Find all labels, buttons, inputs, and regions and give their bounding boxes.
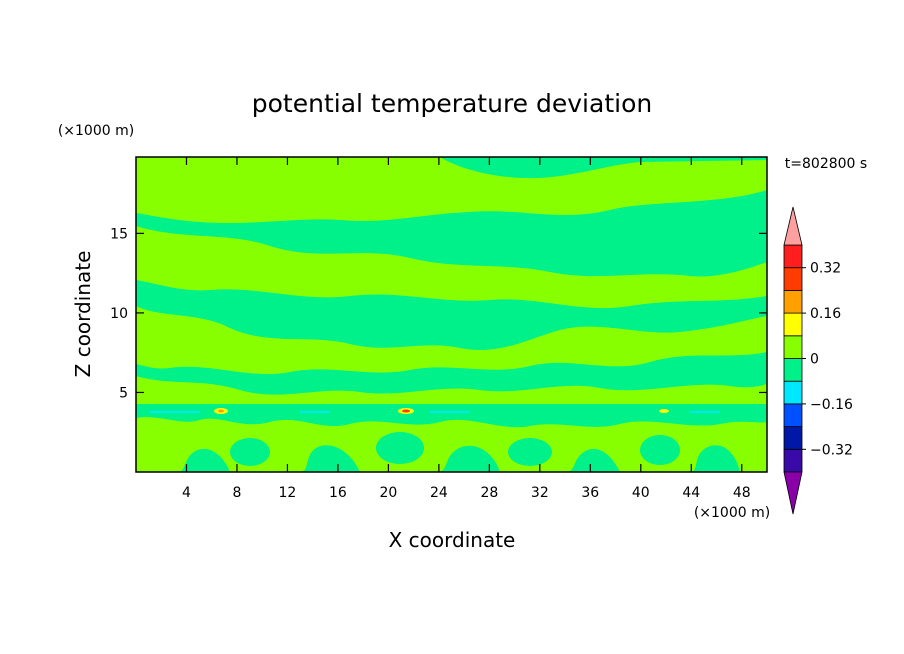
time-label: t=802800 s — [785, 156, 867, 172]
colorbar-box — [783, 426, 803, 450]
x-tick-label: 8 — [232, 485, 241, 501]
x-tick-label: 24 — [430, 485, 448, 501]
colorbar-box — [783, 380, 803, 405]
x-tick-label: 44 — [682, 485, 700, 501]
x-unit-label: (×1000 m) — [694, 505, 770, 521]
x-tick-label: 16 — [329, 485, 347, 501]
colorbar: 0.32 0.16 0 −0.16 −0.32 — [783, 206, 853, 515]
colorbar-box — [783, 358, 803, 382]
colorbar-tick-label: 0.32 — [810, 261, 841, 277]
colorbar-box — [783, 312, 803, 337]
colorbar-extend-top — [783, 206, 803, 246]
y-tick-label: 5 — [119, 385, 128, 401]
x-tick-label: 32 — [531, 485, 549, 501]
y-tick-label: 15 — [110, 226, 128, 242]
plot-frame — [135, 156, 768, 473]
colorbar-tick-label: −0.32 — [810, 442, 853, 458]
colorbar-extend-bottom — [783, 471, 803, 515]
colorbar-tick-label: −0.16 — [810, 397, 853, 413]
z-unit-label: (×1000 m) — [58, 123, 134, 139]
x-tick-label: 36 — [581, 485, 599, 501]
y-axis-label: Z coordinate — [71, 251, 95, 378]
contour-field — [136, 157, 767, 472]
colorbar-tick-label: 0 — [810, 352, 819, 368]
x-tick-label: 40 — [632, 485, 650, 501]
chart-title: potential temperature deviation — [252, 89, 652, 118]
x-tick-label: 28 — [480, 485, 498, 501]
x-tick-label: 12 — [279, 485, 297, 501]
colorbar-box — [783, 244, 803, 269]
colorbar-box — [783, 289, 803, 314]
y-tick-label: 10 — [110, 306, 128, 322]
colorbar-box — [783, 335, 803, 359]
colorbar-box — [783, 448, 803, 473]
colorbar-box — [783, 267, 803, 291]
x-axis-label: X coordinate — [389, 528, 516, 552]
x-tick-label: 48 — [733, 485, 751, 501]
x-tick-label: 4 — [182, 485, 191, 501]
x-tick-label: 20 — [379, 485, 397, 501]
colorbar-tick-label: 0.16 — [810, 306, 841, 322]
colorbar-box — [783, 403, 803, 427]
